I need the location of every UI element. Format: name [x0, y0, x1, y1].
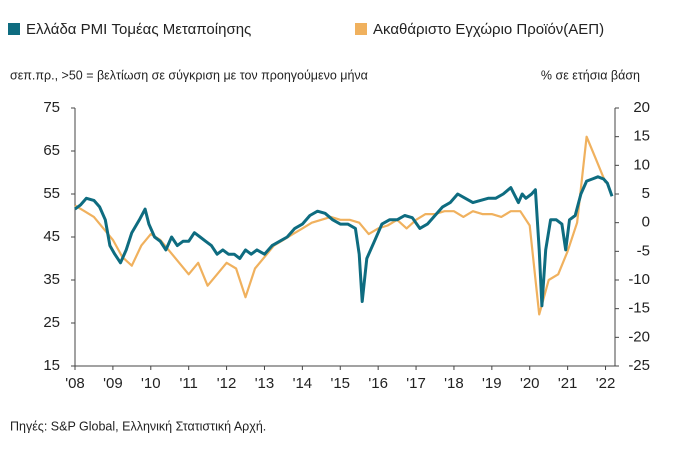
- y2-tick-label: -20: [628, 328, 650, 345]
- y-tick-label: 25: [43, 314, 60, 331]
- x-tick-label: '11: [179, 375, 197, 392]
- y-tick-label: 55: [43, 185, 60, 202]
- y2-tick-label: 15: [633, 128, 650, 145]
- y2-tick-label: -5: [637, 242, 650, 259]
- y-tick-label: 65: [43, 142, 60, 159]
- y2-tick-label: 10: [633, 156, 650, 173]
- y-tick-label: 45: [43, 228, 60, 245]
- x-tick-label: '15: [330, 375, 350, 392]
- y2-tick-label: 20: [633, 99, 650, 116]
- x-tick-label: '20: [520, 375, 540, 392]
- x-tick-label: '22: [596, 375, 616, 392]
- y2-tick-label: -25: [628, 357, 650, 374]
- y-tick-label: 15: [43, 357, 60, 374]
- x-tick-label: '21: [558, 375, 578, 392]
- y2-tick-label: 0: [642, 214, 650, 231]
- y2-tick-label: 5: [642, 185, 650, 202]
- y-tick-label: 75: [43, 99, 60, 116]
- y2-tick-label: -15: [628, 300, 650, 317]
- x-tick-label: '14: [293, 375, 313, 392]
- legend-swatch: [355, 23, 367, 35]
- source-note: Πηγές: S&P Global, Ελληνική Στατιστική Α…: [10, 419, 266, 433]
- legend-swatch: [8, 23, 20, 35]
- series-line: [74, 175, 614, 308]
- x-tick-label: '16: [368, 375, 388, 392]
- x-tick-label: '09: [103, 375, 123, 392]
- x-tick-label: '13: [255, 375, 275, 392]
- x-tick-label: '10: [141, 375, 161, 392]
- y2-axis-label: % σε ετήσια βάση: [541, 68, 640, 82]
- x-tick-label: '18: [444, 375, 464, 392]
- x-tick-label: '08: [65, 375, 85, 392]
- x-tick-label: '17: [406, 375, 426, 392]
- y-tick-label: 35: [43, 271, 60, 288]
- x-tick-label: '12: [217, 375, 237, 392]
- y-axis-label: σεπ.πρ., >50 = βελτίωση σε σύγκριση με τ…: [10, 68, 368, 82]
- x-tick-label: '19: [482, 375, 502, 392]
- legend-label: Ελλάδα PMI Τομέας Μεταποίησης: [26, 21, 251, 38]
- y2-tick-label: -10: [628, 271, 650, 288]
- legend-label: Ακαθάριστο Εγχώριο Προϊόν(ΑΕΠ): [373, 21, 604, 38]
